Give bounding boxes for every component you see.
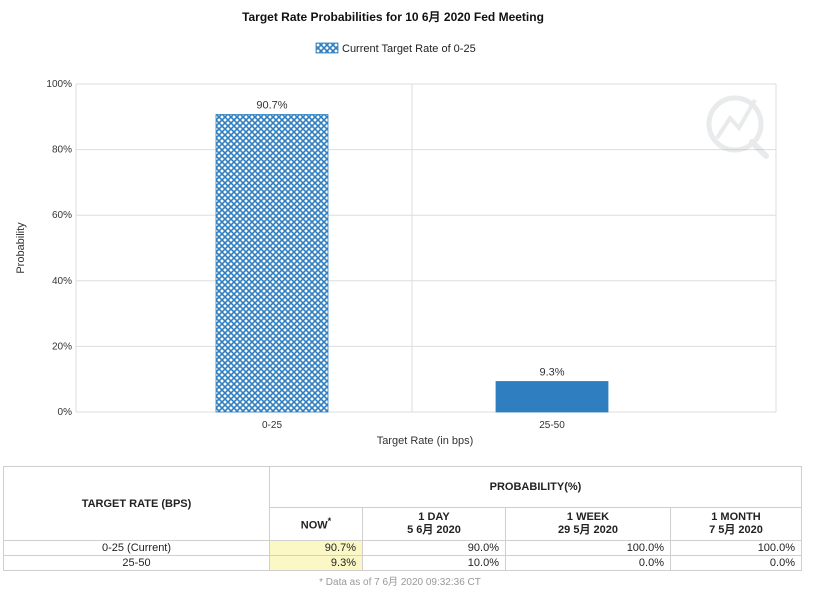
column-1month[interactable]: 1 MONTH 7 5月 2020 — [670, 507, 802, 541]
x-axis-title: Target Rate (in bps) — [377, 435, 474, 447]
column-1week-date: 29 5月 2020 — [558, 524, 618, 536]
column-1day-date: 5 6月 2020 — [407, 524, 461, 536]
bar-value-label: 90.7% — [256, 100, 287, 112]
bar-25-50[interactable] — [495, 381, 609, 413]
bar-value-label: 9.3% — [539, 366, 564, 378]
row-rate: 0-25 (Current) — [3, 540, 270, 556]
cell-1week: 100.0% — [505, 540, 671, 556]
bar-labels: 90.7% 9.3% — [256, 100, 564, 379]
legend-label: Current Target Rate of 0-25 — [342, 43, 476, 55]
column-1week[interactable]: 1 WEEK 29 5月 2020 — [505, 507, 671, 541]
cell-1month: 100.0% — [670, 540, 802, 556]
y-tick-label: 60% — [52, 210, 72, 221]
bars — [215, 114, 609, 413]
x-tick-label: 25-50 — [539, 420, 565, 431]
y-tick-label: 40% — [52, 276, 72, 287]
y-axis-title: Probability — [15, 222, 27, 274]
gridlines — [75, 83, 777, 413]
bar-0-25[interactable] — [215, 114, 329, 413]
table-row: 0-25 (Current) 90.7% 90.0% 100.0% 100.0% — [3, 540, 802, 556]
cell-1day: 10.0% — [362, 555, 506, 571]
y-tick-label: 20% — [52, 341, 72, 352]
column-1month-label: 1 MONTH — [711, 511, 761, 523]
table-row: 25-50 9.3% 10.0% 0.0% 0.0% — [3, 555, 802, 571]
column-1week-label: 1 WEEK — [566, 511, 610, 523]
chart-title: Target Rate Probabilities for 10 6月 2020… — [242, 10, 544, 24]
header-probability: PROBABILITY(%) — [269, 466, 802, 508]
probability-table: TARGET RATE (BPS) PROBABILITY(%) NOW* 1 … — [3, 466, 802, 571]
y-axis-ticks: 0% 20% 40% 60% 80% 100% — [46, 79, 72, 418]
y-tick-label: 100% — [46, 79, 72, 90]
cell-now: 90.7% — [269, 540, 363, 556]
chart: Target Rate Probabilities for 10 6月 2020… — [15, 10, 777, 447]
column-1day-label: 1 DAY — [418, 511, 450, 523]
column-now[interactable]: NOW* — [269, 507, 363, 541]
legend-swatch — [315, 42, 339, 54]
row-rate: 25-50 — [3, 555, 270, 571]
y-tick-label: 0% — [58, 407, 73, 418]
cell-1day: 90.0% — [362, 540, 506, 556]
cell-1week: 0.0% — [505, 555, 671, 571]
column-1month-date: 7 5月 2020 — [709, 524, 763, 536]
column-now-label: NOW — [300, 519, 328, 532]
column-now-marker: * — [327, 516, 332, 527]
legend[interactable]: Current Target Rate of 0-25 — [315, 42, 476, 55]
x-tick-label: 0-25 — [262, 420, 282, 431]
header-target-rate: TARGET RATE (BPS) — [3, 466, 270, 541]
cell-now: 9.3% — [269, 555, 363, 571]
column-1day[interactable]: 1 DAY 5 6月 2020 — [362, 507, 506, 541]
data-timestamp-footnote: * Data as of 7 6月 2020 09:32:36 CT — [319, 577, 481, 588]
x-axis-ticks: 0-25 25-50 — [262, 420, 565, 431]
watermark-logo-icon — [706, 95, 769, 159]
cell-1month: 0.0% — [670, 555, 802, 571]
y-tick-label: 80% — [52, 145, 72, 156]
